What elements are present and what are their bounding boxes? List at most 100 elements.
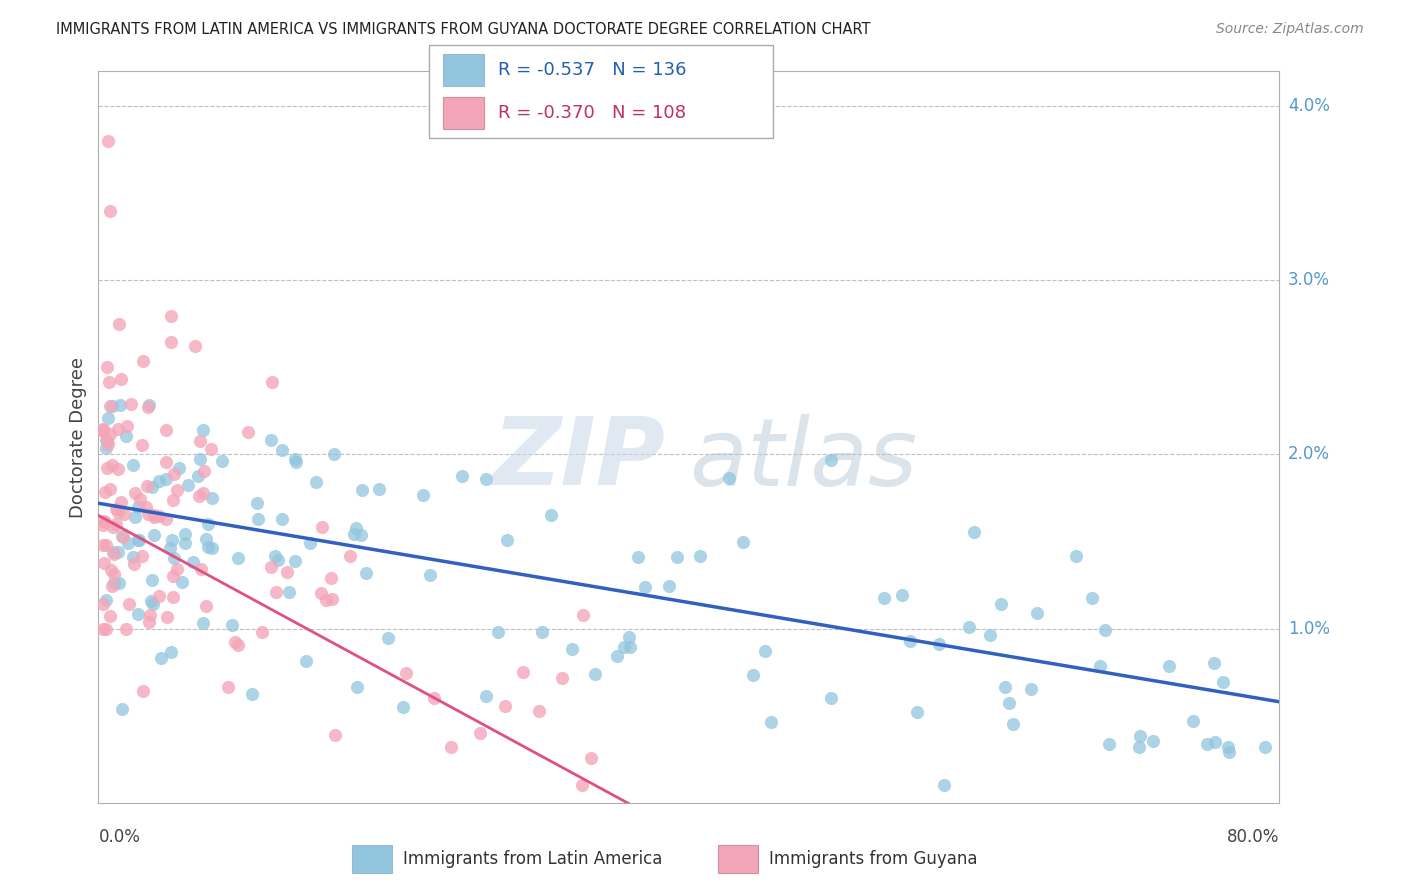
Point [1094, 623, 1116, 637]
Point [114, 429, 136, 443]
Point [217, 680, 239, 694]
Point [94, 484, 117, 499]
Point [138, 398, 160, 412]
Point [315, 593, 337, 607]
Point [236, 425, 259, 439]
Point [990, 597, 1012, 611]
Point [252, 625, 274, 640]
Text: 80.0%: 80.0% [1227, 828, 1279, 846]
Point [93, 538, 115, 552]
Point [270, 512, 292, 526]
Point [94, 593, 117, 607]
Point [211, 453, 233, 467]
Point [820, 690, 842, 705]
Point [367, 482, 389, 496]
Point [932, 778, 955, 792]
Point [103, 575, 125, 590]
Point [101, 579, 124, 593]
Point [112, 508, 135, 522]
Point [97, 437, 120, 451]
Point [96, 538, 118, 552]
Point [93, 514, 115, 528]
Point [190, 561, 212, 575]
Point [627, 550, 650, 565]
Point [1204, 735, 1226, 749]
Point [658, 578, 681, 592]
Point [139, 608, 162, 623]
Point [344, 521, 367, 535]
Text: 0.0%: 0.0% [98, 828, 141, 846]
Point [193, 464, 215, 478]
Point [91, 424, 114, 438]
Point [108, 576, 131, 591]
Text: R = -0.370   N = 108: R = -0.370 N = 108 [498, 104, 686, 122]
Point [309, 586, 332, 600]
Point [101, 519, 124, 533]
Point [1026, 606, 1049, 620]
Point [468, 726, 491, 740]
Point [132, 354, 155, 368]
Point [321, 572, 343, 586]
Bar [717, 845, 758, 872]
Point [613, 640, 636, 655]
Point [160, 533, 183, 548]
Point [571, 778, 593, 792]
Point [311, 519, 333, 533]
Point [619, 630, 641, 644]
Point [155, 512, 177, 526]
Point [135, 478, 157, 492]
Point [166, 562, 188, 576]
Point [395, 666, 418, 681]
Point [551, 671, 574, 685]
Point [873, 591, 896, 606]
Point [121, 549, 143, 564]
Point [1098, 737, 1121, 751]
Point [323, 447, 346, 461]
Point [104, 517, 127, 532]
Point [91, 518, 114, 533]
Point [905, 706, 928, 720]
Point [96, 461, 118, 475]
Point [820, 452, 842, 467]
Point [512, 665, 534, 679]
Point [124, 485, 146, 500]
Point [148, 508, 170, 523]
Point [267, 552, 290, 566]
Point [188, 489, 211, 503]
Point [107, 545, 129, 559]
Point [159, 541, 181, 555]
Bar [352, 845, 392, 872]
Point [666, 550, 689, 565]
Point [246, 495, 269, 509]
Point [1088, 659, 1111, 673]
Point [148, 474, 170, 488]
Bar [443, 54, 484, 86]
Text: 3.0%: 3.0% [1288, 271, 1330, 289]
Text: 1.0%: 1.0% [1288, 620, 1330, 638]
Point [440, 739, 463, 754]
Point [155, 472, 177, 486]
Point [149, 650, 172, 665]
Point [561, 642, 583, 657]
Point [128, 492, 150, 507]
Point [540, 508, 562, 522]
Point [103, 567, 125, 582]
Point [115, 419, 138, 434]
Point [104, 501, 127, 516]
Point [98, 203, 121, 218]
Point [159, 309, 181, 323]
Point [354, 566, 377, 581]
Point [742, 667, 765, 681]
Point [240, 687, 263, 701]
Point [148, 589, 170, 603]
Point [451, 468, 474, 483]
Point [195, 599, 218, 613]
Point [392, 700, 415, 714]
Point [583, 667, 606, 681]
Point [98, 482, 121, 496]
Point [717, 471, 740, 485]
Point [162, 493, 184, 508]
Point [184, 339, 207, 353]
Point [754, 644, 776, 658]
Point [247, 512, 270, 526]
